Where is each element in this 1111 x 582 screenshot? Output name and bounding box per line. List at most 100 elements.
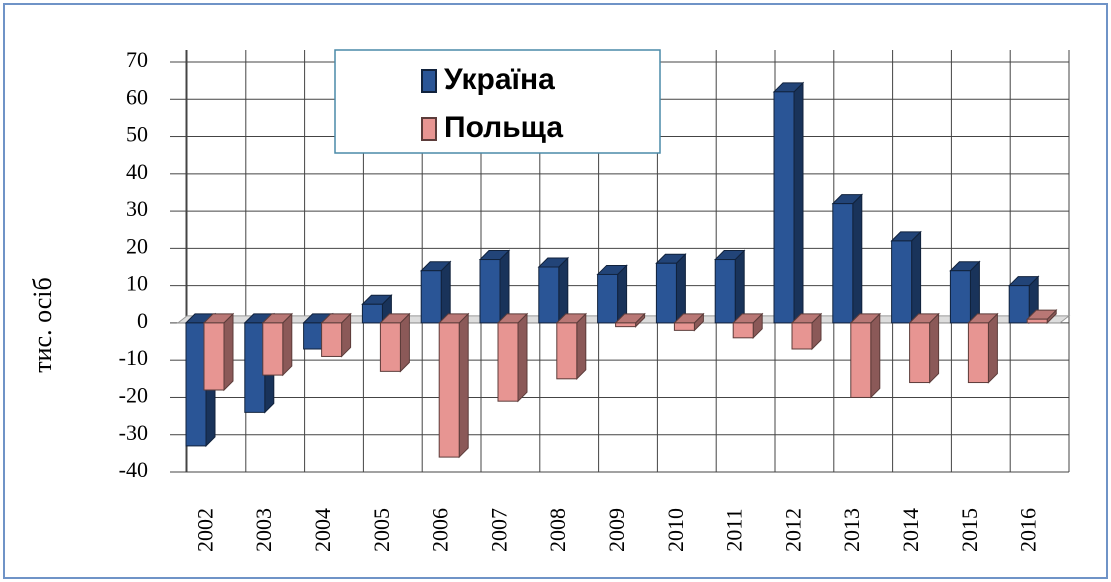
- bar: [361, 294, 393, 325]
- bar: [673, 312, 705, 332]
- bar-front: [438, 322, 460, 458]
- bar: [555, 312, 588, 381]
- x-tick-label: 2010: [663, 508, 688, 552]
- bar-front: [262, 322, 284, 376]
- y-tick-label: -10: [119, 345, 148, 370]
- bar-front: [791, 322, 813, 350]
- bar-side: [870, 312, 881, 399]
- bar-side: [576, 312, 587, 381]
- bar-side: [987, 312, 998, 384]
- bar-front: [773, 91, 795, 324]
- y-axis-label: тис. осіб: [28, 277, 57, 372]
- bar-side: [223, 312, 234, 392]
- y-tick-label: 0: [137, 308, 148, 333]
- y-tick-label: -40: [119, 457, 148, 482]
- bar-side: [734, 249, 745, 325]
- legend-swatch: [421, 117, 437, 141]
- x-tick-label: 2009: [604, 508, 629, 552]
- y-tick-label: 70: [126, 47, 148, 72]
- bar-front: [673, 322, 695, 331]
- x-tick-label: 2016: [1016, 508, 1041, 552]
- bar-front: [538, 266, 560, 324]
- x-tick-label: 2002: [192, 508, 217, 552]
- bar: [908, 312, 940, 384]
- bar-front: [615, 322, 637, 328]
- bar-front: [244, 322, 266, 413]
- bar: [949, 260, 981, 325]
- bar-side: [499, 249, 510, 325]
- bar-front: [479, 259, 501, 324]
- bar-side: [558, 256, 569, 325]
- bar-front: [732, 322, 754, 339]
- bar-front: [203, 322, 225, 391]
- x-tick-label: 2014: [898, 508, 923, 552]
- bar: [890, 230, 922, 325]
- bar-side: [675, 253, 686, 325]
- bar-front: [597, 273, 619, 324]
- bar: [596, 264, 628, 325]
- x-tick-label: 2003: [251, 508, 276, 552]
- bar-front: [714, 259, 736, 324]
- bar-front: [379, 322, 401, 372]
- bar-front: [850, 322, 872, 398]
- bar-front: [556, 322, 578, 380]
- bar: [1025, 308, 1058, 325]
- bar-front: [967, 322, 989, 384]
- x-tick-label: 2012: [780, 508, 805, 552]
- bar: [379, 312, 411, 373]
- y-tick-label: 50: [126, 122, 148, 147]
- bar-side: [929, 312, 940, 384]
- x-tick-label: 2004: [310, 508, 335, 552]
- bar-front: [909, 322, 931, 384]
- x-tick-label: 2005: [369, 508, 394, 552]
- x-tick-label: 2008: [545, 508, 570, 552]
- bar-side: [517, 312, 528, 403]
- y-tick-label: 40: [126, 159, 148, 184]
- legend-swatch: [421, 69, 437, 93]
- bar-front: [891, 240, 913, 324]
- bar-side: [399, 312, 410, 373]
- bar-front: [361, 303, 383, 324]
- bar: [614, 312, 646, 328]
- bar: [713, 249, 746, 325]
- bar: [419, 260, 452, 325]
- bar: [967, 312, 999, 384]
- bar-front: [321, 322, 343, 357]
- x-tick-label: 2013: [839, 508, 864, 552]
- x-tick-label: 2006: [428, 508, 453, 552]
- x-tick-label: 2007: [486, 508, 511, 552]
- bar-side: [282, 312, 293, 377]
- bar: [496, 312, 529, 403]
- legend-box: [334, 49, 661, 154]
- bar: [831, 193, 864, 325]
- bar: [320, 312, 352, 358]
- y-tick-label: 20: [126, 233, 148, 258]
- bar-front: [1026, 318, 1048, 324]
- bar-side: [458, 312, 469, 459]
- bar-front: [185, 322, 207, 447]
- bar: [655, 253, 687, 325]
- bar: [478, 249, 511, 325]
- x-tick-label: 2015: [957, 508, 982, 552]
- bar-front: [1008, 285, 1030, 324]
- y-tick-label: -30: [119, 420, 148, 445]
- bar-front: [497, 322, 519, 402]
- y-tick-label: 10: [126, 271, 148, 296]
- bar-side: [852, 193, 863, 325]
- bar-front: [655, 262, 677, 324]
- bar: [437, 312, 470, 459]
- bar: [772, 81, 805, 325]
- bar: [731, 312, 764, 340]
- x-tick-label: 2011: [722, 508, 747, 551]
- bar: [261, 312, 294, 377]
- bar: [202, 312, 235, 392]
- bar: [537, 256, 570, 325]
- bar: [790, 312, 823, 351]
- bar: [849, 312, 882, 399]
- bar-front: [832, 203, 854, 324]
- bar-side: [793, 81, 804, 325]
- bar-front: [303, 322, 325, 350]
- y-tick-label: 30: [126, 196, 148, 221]
- bar-front: [949, 270, 971, 324]
